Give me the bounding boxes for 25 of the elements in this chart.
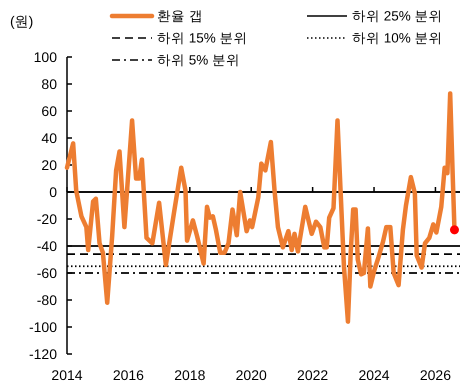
y-tick-label: -80 [36, 292, 58, 308]
y-tick-label: 0 [49, 184, 58, 200]
legend-label: 하위 15% 분위 [157, 30, 248, 46]
x-tick-label: 2016 [112, 367, 144, 383]
y-tick-label: 80 [41, 76, 58, 92]
legend-label: 하위 5% 분위 [157, 52, 240, 68]
y-tick-label: 20 [41, 156, 58, 173]
x-tick-label: 2026 [420, 367, 452, 383]
y-tick-label: 100 [34, 48, 58, 65]
y-tick-label: -20 [36, 210, 58, 227]
x-tick-label: 2022 [297, 367, 328, 383]
legend-label: 환율 갭 [157, 8, 203, 24]
y-tick-label: -120 [28, 346, 58, 362]
x-tick-label: 2020 [236, 367, 267, 383]
x-tick-label: 2018 [174, 367, 206, 383]
y-tick-label: 40 [41, 130, 58, 146]
y-tick-label: -40 [36, 238, 58, 254]
y-axis-title: (원) [10, 13, 34, 29]
x-tick-label: 2024 [358, 367, 390, 383]
x-tick-label: 2014 [51, 367, 83, 383]
y-tick-label: 60 [41, 102, 58, 119]
legend-label: 하위 25% 분위 [352, 8, 443, 24]
y-tick-label: -60 [36, 264, 58, 281]
y-tick-label: -100 [28, 318, 58, 335]
legend-label: 하위 10% 분위 [352, 30, 443, 46]
